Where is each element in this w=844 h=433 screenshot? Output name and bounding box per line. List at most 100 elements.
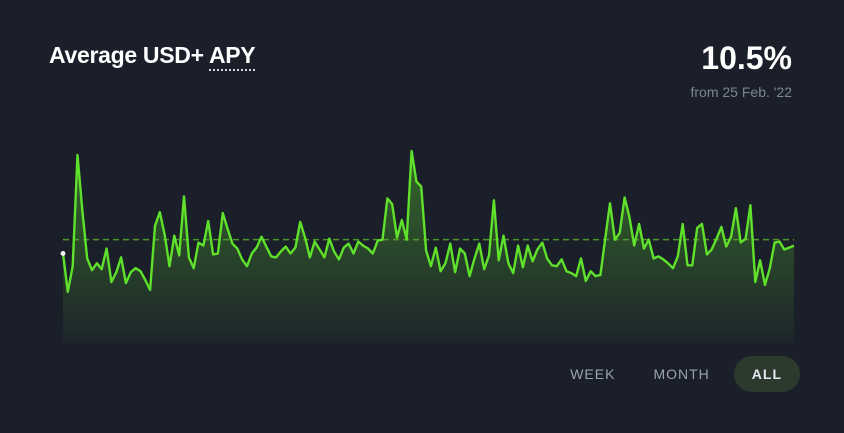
- data-point[interactable]: [235, 247, 239, 251]
- data-point[interactable]: [574, 274, 578, 278]
- data-point[interactable]: [366, 247, 370, 251]
- data-point[interactable]: [589, 269, 593, 273]
- data-point[interactable]: [758, 258, 762, 262]
- data-point[interactable]: [744, 237, 748, 241]
- data-point[interactable]: [134, 266, 138, 270]
- data-point[interactable]: [579, 256, 583, 260]
- data-point[interactable]: [555, 264, 559, 268]
- data-point[interactable]: [138, 269, 142, 273]
- data-point[interactable]: [642, 247, 646, 251]
- data-point[interactable]: [226, 227, 230, 231]
- data-point[interactable]: [148, 288, 152, 292]
- data-point[interactable]: [250, 251, 254, 255]
- data-point[interactable]: [206, 219, 210, 223]
- data-point[interactable]: [109, 280, 113, 284]
- data-point[interactable]: [197, 241, 201, 245]
- data-point[interactable]: [477, 242, 481, 246]
- data-point[interactable]: [647, 238, 651, 242]
- data-point[interactable]: [351, 251, 355, 255]
- data-point[interactable]: [671, 266, 675, 270]
- data-point[interactable]: [487, 253, 491, 257]
- data-point[interactable]: [114, 270, 118, 274]
- data-point[interactable]: [453, 270, 457, 274]
- data-point[interactable]: [376, 239, 380, 243]
- data-point[interactable]: [690, 263, 694, 267]
- data-point[interactable]: [531, 259, 535, 263]
- data-point[interactable]: [429, 264, 433, 268]
- data-point[interactable]: [448, 242, 452, 246]
- data-point[interactable]: [705, 252, 709, 256]
- apy-tooltip-term[interactable]: APY: [208, 42, 256, 71]
- data-point[interactable]: [274, 255, 278, 259]
- data-point[interactable]: [279, 249, 283, 253]
- data-point[interactable]: [676, 254, 680, 258]
- tab-month[interactable]: MONTH: [653, 366, 710, 382]
- data-point[interactable]: [163, 233, 167, 237]
- data-point[interactable]: [129, 270, 133, 274]
- data-point[interactable]: [240, 257, 244, 261]
- data-point[interactable]: [419, 185, 423, 189]
- data-point[interactable]: [298, 220, 302, 224]
- data-point[interactable]: [143, 278, 147, 282]
- data-point[interactable]: [739, 241, 743, 245]
- data-point[interactable]: [293, 246, 297, 250]
- data-point[interactable]: [434, 246, 438, 250]
- data-point[interactable]: [608, 201, 612, 205]
- data-point[interactable]: [361, 244, 365, 248]
- data-point[interactable]: [564, 269, 568, 273]
- data-point[interactable]: [627, 215, 631, 219]
- data-point[interactable]: [773, 241, 777, 245]
- data-point[interactable]: [381, 238, 385, 242]
- data-point[interactable]: [734, 206, 738, 210]
- data-point[interactable]: [777, 240, 781, 244]
- data-point[interactable]: [652, 256, 656, 260]
- data-point[interactable]: [463, 251, 467, 255]
- data-point[interactable]: [85, 256, 89, 260]
- data-point[interactable]: [792, 244, 796, 248]
- data-point[interactable]: [119, 255, 123, 259]
- data-point[interactable]: [289, 251, 293, 255]
- data-point[interactable]: [497, 258, 501, 262]
- data-point[interactable]: [715, 237, 719, 241]
- data-point[interactable]: [623, 195, 627, 199]
- data-point[interactable]: [80, 209, 84, 213]
- data-point[interactable]: [414, 180, 418, 184]
- data-point[interactable]: [613, 238, 617, 242]
- data-point[interactable]: [424, 249, 428, 253]
- data-point[interactable]: [405, 238, 409, 242]
- data-point[interactable]: [632, 244, 636, 248]
- data-point[interactable]: [443, 261, 447, 265]
- data-point[interactable]: [400, 218, 404, 222]
- data-point[interactable]: [221, 211, 225, 215]
- data-point[interactable]: [724, 245, 728, 249]
- data-point[interactable]: [90, 268, 94, 272]
- data-point[interactable]: [666, 261, 670, 265]
- data-point[interactable]: [511, 271, 515, 275]
- data-point[interactable]: [95, 261, 99, 265]
- data-point[interactable]: [516, 244, 520, 248]
- data-point[interactable]: [187, 255, 191, 259]
- data-point[interactable]: [502, 234, 506, 238]
- data-point[interactable]: [695, 226, 699, 230]
- data-point[interactable]: [264, 245, 268, 249]
- data-point[interactable]: [710, 248, 714, 252]
- data-point[interactable]: [598, 273, 602, 277]
- data-point[interactable]: [153, 224, 157, 228]
- data-point[interactable]: [540, 241, 544, 245]
- data-point[interactable]: [526, 244, 530, 248]
- data-point[interactable]: [661, 257, 665, 261]
- data-point[interactable]: [211, 252, 215, 256]
- data-point[interactable]: [192, 266, 196, 270]
- data-point[interactable]: [201, 244, 205, 248]
- data-point[interactable]: [719, 225, 723, 229]
- data-point[interactable]: [681, 222, 685, 226]
- data-point[interactable]: [327, 237, 331, 241]
- data-point[interactable]: [177, 253, 181, 257]
- data-point[interactable]: [656, 254, 660, 258]
- data-point[interactable]: [439, 269, 443, 273]
- data-point[interactable]: [318, 248, 322, 252]
- data-point[interactable]: [269, 254, 273, 258]
- data-point[interactable]: [594, 274, 598, 278]
- data-point[interactable]: [313, 240, 317, 244]
- data-point[interactable]: [685, 263, 689, 267]
